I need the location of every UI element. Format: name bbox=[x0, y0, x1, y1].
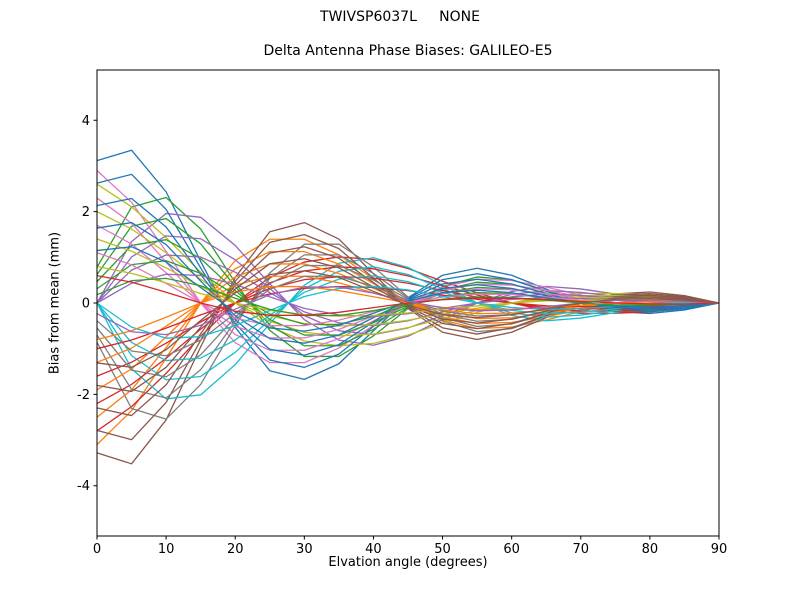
x-tick-label: 60 bbox=[503, 542, 520, 557]
series-line bbox=[96, 211, 720, 337]
series-line bbox=[96, 277, 720, 317]
y-axis-label: Bias from mean (mm) bbox=[47, 231, 63, 375]
y-tick-label: -2 bbox=[77, 388, 90, 403]
y-tick-label: 4 bbox=[82, 114, 90, 129]
series-line bbox=[96, 274, 720, 316]
series-line bbox=[96, 170, 720, 364]
series-line bbox=[96, 196, 720, 358]
series-line bbox=[96, 183, 720, 347]
chart-title: Delta Antenna Phase Biases: GALILEO-E5 bbox=[263, 43, 553, 59]
series-line bbox=[96, 197, 720, 356]
x-tick-label: 20 bbox=[227, 542, 244, 557]
series-line bbox=[96, 270, 720, 368]
x-tick-label: 70 bbox=[573, 542, 590, 557]
x-tick-label: 0 bbox=[93, 542, 101, 557]
x-tick-label: 10 bbox=[158, 542, 175, 557]
x-tick-label: 50 bbox=[434, 542, 451, 557]
figure-suptitle: TWIVSP6037L NONE bbox=[320, 9, 480, 25]
series-line bbox=[96, 252, 720, 327]
x-tick-label: 30 bbox=[296, 542, 313, 557]
x-tick-label: 80 bbox=[642, 542, 659, 557]
y-tick-label: 2 bbox=[82, 205, 90, 220]
series-line bbox=[96, 275, 720, 362]
series-line bbox=[96, 258, 720, 393]
series-line bbox=[96, 257, 720, 400]
x-axis-label: Elvation angle (degrees) bbox=[328, 555, 488, 570]
x-tick-label: 90 bbox=[711, 542, 728, 557]
y-tick-label: 0 bbox=[82, 297, 90, 312]
series-line bbox=[96, 266, 720, 381]
x-tick-label: 40 bbox=[365, 542, 382, 557]
series-line bbox=[96, 286, 720, 336]
y-tick-label: -4 bbox=[77, 479, 90, 494]
series-line bbox=[96, 221, 720, 465]
